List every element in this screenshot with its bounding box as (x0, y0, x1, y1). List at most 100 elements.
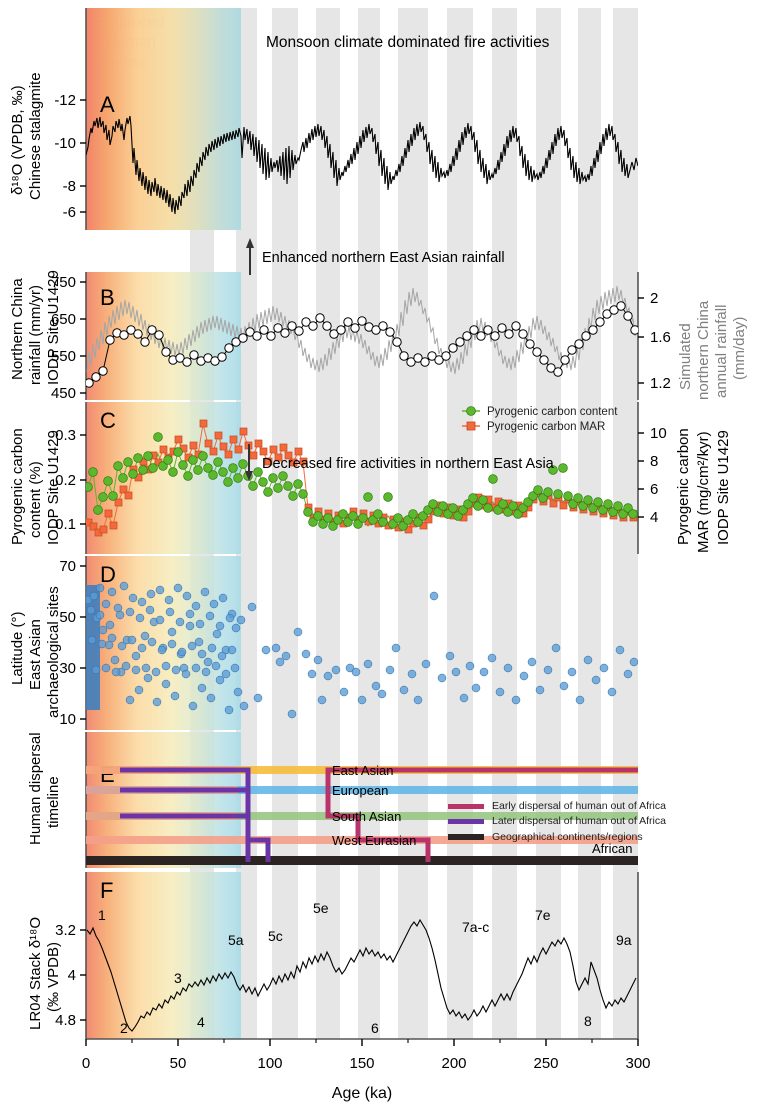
panel-E-legend: Early dispersal of human out of Africa L… (448, 800, 666, 843)
panel-B-ylabel-right-0: Simulated (677, 323, 694, 390)
panel-C-legend: Pyrogenic carbon content Pyrogenic carbo… (462, 406, 618, 433)
panel-E-legend-label-0: Early dispersal of human out of Africa (492, 800, 666, 812)
panel-C-ylabel-right-1: MAR (mg/cm²/kyr) (695, 431, 712, 553)
panel-E-row-label-0: East Asian (332, 763, 393, 778)
annotation-fire-text: Decreased fire activities in northern Ea… (262, 456, 555, 472)
panel-F: 3.2 4 4.8 LR04 Stack δ¹⁸O (‰ VPDB) F 1 2… (27, 872, 639, 1040)
x-tick-3: 150 (349, 1055, 374, 1072)
panel-E-row-labels: East Asian European South Asian West Eur… (332, 763, 632, 856)
annotation-fire: Decreased fire activities in northern Ea… (245, 444, 555, 481)
panel-D-ylabel-1: East Asian (27, 619, 44, 690)
panel-D: 70 50 30 10 Latitude (°) East Asian arch… (9, 556, 638, 730)
panel-B-ylabel-right-3: (mm/day) (731, 317, 748, 380)
panel-D-ytick-3: 10 (59, 711, 76, 728)
x-tick-2: 100 (257, 1055, 282, 1072)
mis-label-11: 9a (616, 932, 632, 948)
panel-A-ytick-3: -6 (63, 204, 76, 221)
panel-C-letter: C (100, 408, 116, 433)
panel-B-ytick-right-1: 1.6 (650, 329, 671, 346)
mis-label-7: 6 (371, 1020, 379, 1036)
mis-label-3: 4 (197, 1014, 205, 1030)
panel-B-ytick-2: 550 (51, 348, 76, 365)
panel-B-ylabel-right-2: annual rainfall (713, 305, 730, 398)
panel-E-legend-label-1: Later dispersal of human out of Africa (492, 815, 666, 827)
panel-E-row-label-1: European (332, 783, 388, 798)
panel-D-ytick-1: 50 (59, 609, 76, 626)
mis-label-0: 1 (98, 907, 106, 923)
panel-F-series (86, 918, 637, 1032)
mis-label-9: 7e (535, 907, 551, 923)
panel-A-ytick-2: -8 (63, 178, 76, 195)
panel-C-legend-label-0: Pyrogenic carbon content (487, 406, 618, 418)
panel-C: 0.3 0.2 0.1 10 8 6 4 Pyrogenic carbon co… (9, 402, 732, 554)
panel-C-ylabel-right-2: IODP Site U1429 (715, 430, 732, 545)
panel-F-letter: F (100, 878, 113, 903)
panel-A-yticks: -12 -10 -8 -6 (54, 92, 86, 221)
panel-C-ylabel-right-0: Pyrogenic carbon (675, 428, 692, 545)
mis-label-4: 5a (228, 932, 244, 948)
panel-B-ytick-0: 750 (51, 274, 76, 291)
x-tick-4: 200 (441, 1055, 466, 1072)
panel-E-row-label-3: West Eurasian (332, 833, 416, 848)
annotation-rainfall-text: Enhanced northern East Asian rainfall (262, 250, 505, 266)
panel-E: Human dispersal timeline E East Asian Eu… (27, 732, 666, 868)
panel-B-ylabel-1: rainfall (mm/yr) (27, 285, 44, 385)
panel-F-ytick-2: 4.8 (55, 1012, 76, 1029)
timeline-bar-african (86, 856, 638, 865)
annotation-rainfall: Enhanced northern East Asian rainfall (246, 238, 505, 275)
panel-A-ytick-0: -12 (54, 92, 76, 109)
x-tick-5: 250 (533, 1055, 558, 1072)
x-axis-tick-labels: 0 50 100 150 200 250 300 (82, 1055, 651, 1072)
panel-E-legend-label-2: Geographical continents/regions (492, 831, 643, 843)
x-axis: 0 50 100 150 200 250 300 Age (ka) (82, 1039, 651, 1102)
panel-C-ytick-right-3: 4 (650, 509, 658, 526)
panel-C-series (86, 419, 638, 537)
panel-E-ylabel-1: timeline (45, 776, 62, 828)
x-tick-6: 300 (625, 1055, 650, 1072)
panel-C-ylabel-2: IODP Site U1429 (45, 430, 62, 545)
panel-F-ylabel-0: LR04 Stack δ¹⁸O (27, 917, 44, 1030)
figure-title: Monsoon climate dominated fire activitie… (266, 34, 550, 51)
panel-C-ytick-2: 0.1 (55, 516, 76, 533)
mis-label-1: 2 (120, 1020, 128, 1036)
panel-F-ytick-0: 3.2 (55, 922, 76, 939)
panel-E-row-label-4: African (592, 841, 632, 856)
panel-B-ytick-1: 650 (51, 311, 76, 328)
x-tick-1: 50 (170, 1055, 187, 1072)
panel-B: 750 650 550 450 2 1.6 1.2 Northern China… (9, 270, 748, 402)
panel-D-ylabel-2: archaeological sites (45, 586, 62, 718)
panel-A-ylabel-0: δ¹⁸O (VPDB, ‰) (9, 85, 26, 195)
panel-F-ylabel-1: (‰ VPDB) (45, 942, 62, 1012)
panel-A-series (86, 115, 638, 215)
panel-B-ytick-right-2: 1.2 (650, 375, 671, 392)
panel-C-yticks: 0.3 0.2 0.1 (55, 427, 86, 533)
mis-label-10: 8 (584, 1013, 592, 1029)
mis-label-8: 7a-c (462, 919, 489, 935)
timeline-bar-south-asian (86, 812, 638, 820)
panel-A-letter: A (100, 92, 115, 117)
panel-E-letter: E (100, 762, 115, 787)
panel-E-ylabel-0: Human dispersal (27, 732, 44, 845)
panel-C-ytick-right-1: 8 (650, 453, 658, 470)
panel-C-ytick-0: 0.3 (55, 427, 76, 444)
panel-E-timeline (86, 766, 638, 865)
panel-C-ylabel-0: Pyrogenic carbon (9, 428, 26, 545)
panel-F-mis-labels: 1 2 3 4 5a 5c 5e 6 7a-c 7e 8 9a (98, 900, 632, 1036)
panel-D-points (86, 581, 638, 719)
panel-B-ytick-right-0: 2 (650, 290, 658, 307)
panel-B-yticks: 750 650 550 450 (51, 274, 86, 402)
panel-B-series (86, 285, 638, 388)
panel-E-row-label-2: South Asian (332, 809, 401, 824)
panel-B-yticks-right: 2 1.6 1.2 (638, 290, 671, 392)
mis-label-6: 5e (313, 900, 329, 916)
panel-C-ytick-right-0: 10 (650, 425, 667, 442)
panel-B-ylabel-2: IODP Site U1429 (45, 270, 62, 385)
panel-A-ylabel-1: Chinese stalagmite (27, 72, 44, 200)
x-axis-label: Age (ka) (332, 1085, 392, 1102)
panel-C-legend-label-1: Pyrogenic carbon MAR (487, 421, 605, 433)
x-axis-ticks (85, 1039, 639, 1046)
panel-B-ylabel-0: Northern China (9, 278, 26, 380)
panel-D-ytick-2: 30 (59, 660, 76, 677)
panel-C-ylabel-1: content (%) (27, 461, 44, 538)
